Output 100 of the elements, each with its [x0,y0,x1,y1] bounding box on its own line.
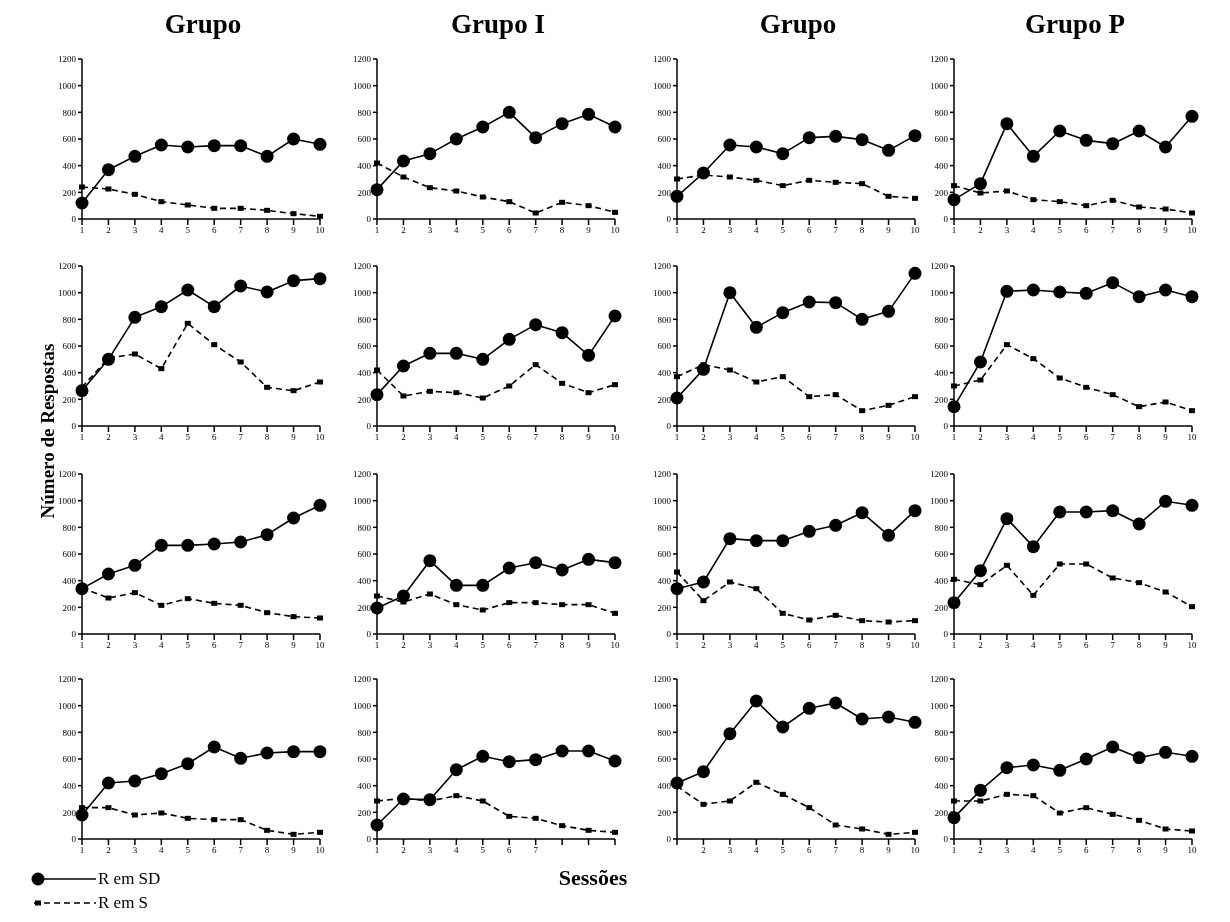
point [449,763,463,777]
point [1109,197,1116,203]
x-tick-label: 7 [833,640,839,651]
point [1056,375,1063,381]
point [1030,592,1037,598]
x-tick-label: 3 [427,432,433,443]
x-tick-label: 7 [533,640,539,651]
point [723,286,737,300]
y-tick-label: 400 [62,367,77,378]
x-tick-label: 9 [886,225,892,236]
point [776,147,790,161]
x-tick-label: 7 [533,432,539,443]
x-tick-label: 2 [401,640,406,651]
point [260,285,274,299]
point [1000,761,1014,775]
point [753,779,760,785]
point [476,578,490,592]
point [184,320,191,326]
x-tick-label: 8 [264,845,270,856]
x-tick-label: 5 [185,225,191,236]
x-tick-label: 6 [1083,845,1089,856]
x-tick-label: 1 [374,432,380,443]
point [1106,276,1120,290]
point [947,400,961,414]
point [234,279,248,293]
x-tick-label: 2 [106,640,111,651]
x-tick-label: 8 [1136,845,1142,856]
y-tick-label: 200 [934,602,949,613]
point [453,188,460,194]
y-tick-label: 1200 [653,54,672,65]
point [79,805,85,811]
point [723,727,737,741]
point [154,767,168,781]
point [723,138,737,152]
y-tick-label: 800 [934,522,949,533]
point [1083,805,1090,811]
y-tick-label: 800 [657,107,672,118]
x-tick-label: 4 [754,640,760,651]
x-tick-label: 7 [238,432,244,443]
point [1083,384,1090,390]
x-tick-label: 5 [1057,225,1063,236]
point [1053,285,1067,299]
y-tick-label: 600 [62,549,77,560]
x-tick-label: 3 [427,640,433,651]
y-tick-label: 600 [62,754,77,765]
x-tick-label: 1 [951,225,957,236]
x-tick-label: 7 [833,225,839,236]
x-tick-label: 4 [1031,640,1037,651]
point [776,306,790,320]
point [832,179,839,185]
y-tick-label: 1200 [653,674,672,685]
point [1136,817,1143,823]
x-tick-label: 7 [533,845,539,856]
y-tick-label: 400 [62,575,77,586]
x-tick-label: 9 [886,432,892,443]
x-tick-label: 2 [401,845,406,856]
point [105,805,112,811]
point [1030,356,1037,362]
point [885,619,892,625]
x-tick-label: 6 [806,845,812,856]
x-tick-label: 6 [1083,640,1089,651]
x-tick-label: 9 [291,432,297,443]
point [370,601,384,615]
x-tick-label: 6 [211,225,217,236]
point [1185,109,1199,123]
y-tick-label: 1200 [58,674,77,685]
x-tick-label: 3 [427,225,433,236]
point [882,710,896,724]
point [449,346,463,360]
point [290,614,297,620]
y-tick-label: 600 [62,134,77,145]
y-tick-label: 1000 [653,700,672,711]
point [184,815,191,821]
point [885,193,892,199]
y-tick-label: 400 [934,575,949,586]
x-tick-label: 9 [1163,845,1169,856]
point [776,534,790,548]
x-tick-label: 5 [185,432,191,443]
point [1109,811,1116,817]
point [532,815,539,821]
point [700,801,707,807]
y-tick-label: 600 [657,341,672,352]
y-tick-label: 600 [357,754,372,765]
x-tick-label: 4 [454,225,460,236]
point [290,211,297,217]
point [264,384,271,390]
y-tick-label: 1200 [58,469,77,480]
point [555,117,569,131]
point [585,827,592,833]
x-tick-label: 4 [754,432,760,443]
point [532,600,539,606]
x-tick-label: 7 [833,432,839,443]
x-tick-label: 6 [211,845,217,856]
x-tick-label: 5 [185,640,191,651]
point [1053,505,1067,519]
x-tick-label: 6 [806,432,812,443]
x-tick-label: 2 [701,225,706,236]
point [506,813,513,819]
point [131,590,138,596]
y-tick-label: 600 [934,134,949,145]
